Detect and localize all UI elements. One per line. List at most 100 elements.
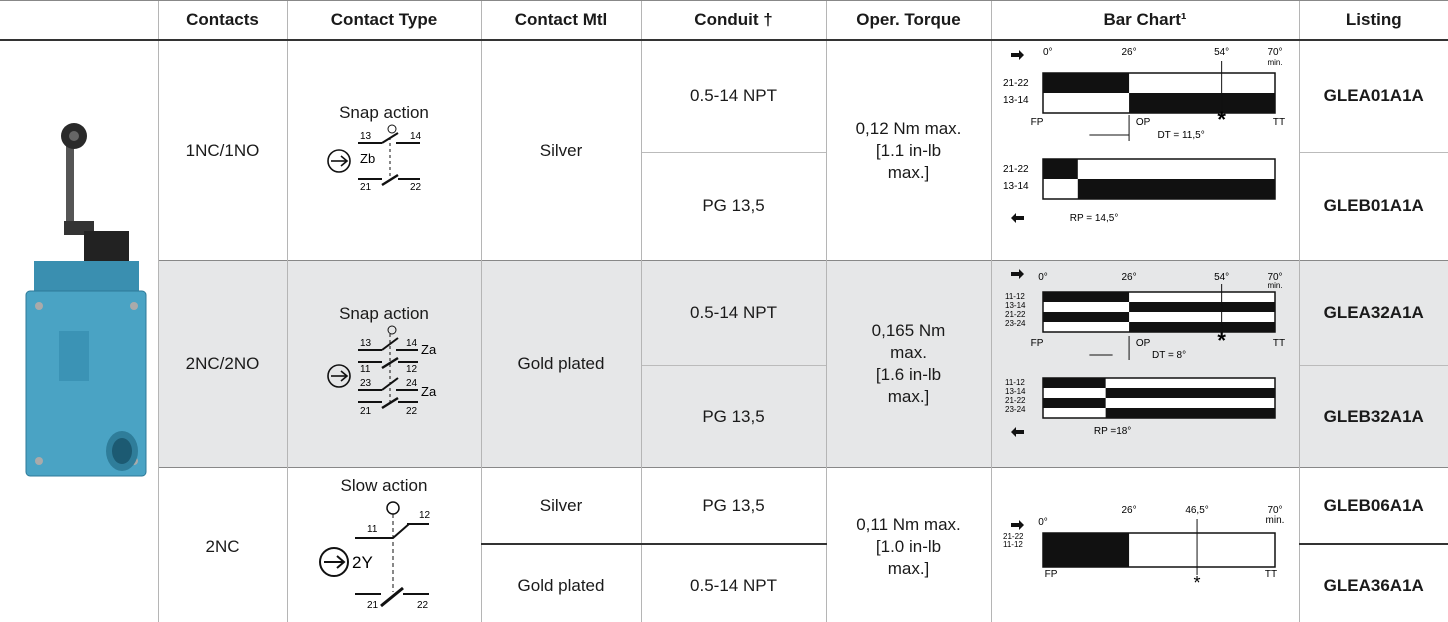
bar-segment — [1129, 321, 1275, 332]
row: 2NC Slow action 11 12 2Y 21 22 Silver PG… — [0, 467, 1448, 622]
angle-label: 26° — [1122, 47, 1137, 58]
point-label: TT — [1273, 117, 1285, 128]
contact-mtl-cell: Gold plated — [480, 259, 641, 468]
symbol-label: 12 — [406, 364, 418, 375]
symbol-label: 13 — [360, 131, 372, 142]
torque-cell: 0,11 Nm max. [1.0 in-lb max.] — [825, 467, 991, 622]
point-label: OP — [1136, 117, 1151, 128]
symbol-label: 21 — [360, 406, 372, 417]
star: * — [1217, 107, 1226, 132]
circuit-label: 13-14 — [1003, 181, 1029, 192]
symbol-label: Za — [421, 384, 437, 399]
angle-label: 70° — [1267, 505, 1282, 516]
bar-segment — [1129, 301, 1275, 312]
direction-arrow — [1011, 50, 1024, 60]
listing-cell: GLEB01A1A — [1298, 151, 1448, 261]
symbol-label: 11 — [360, 364, 371, 375]
conduit-cell: PG 13,5 — [640, 151, 826, 261]
circuit-label: 21-22 — [1003, 532, 1024, 541]
angle-label: 70° — [1267, 47, 1282, 58]
header-cell: Listing — [1298, 0, 1448, 41]
header-cell: Oper. Torque — [825, 0, 991, 41]
listing-cell: GLEA32A1A — [1298, 260, 1448, 366]
bar-segment — [1105, 387, 1275, 398]
torque-line: 0,165 Nm — [871, 321, 946, 341]
conduit-cell: 0.5-14 NPT — [640, 260, 826, 366]
symbol-label: 24 — [406, 378, 418, 389]
bar-chart-cell: 0° 26° 46,5° 70° min. 21-22 11-12 FP TT * — [990, 467, 1299, 622]
header-blank — [0, 0, 158, 41]
bar-segment — [1043, 397, 1106, 408]
direction-arrow — [1011, 426, 1024, 437]
direction-arrow — [1011, 519, 1024, 530]
angle-label: 54° — [1214, 47, 1229, 58]
circuit-label: 11-12 — [1003, 540, 1023, 549]
torque-line: 0,12 Nm max. — [855, 118, 962, 138]
angle-label: min. — [1267, 58, 1282, 67]
header-cell: Contact Type — [286, 0, 481, 41]
point-label: FP — [1045, 569, 1058, 580]
header-cell: Contact Mtl — [480, 0, 641, 41]
symbol-label: 12 — [419, 510, 431, 521]
angle-label: 26° — [1122, 505, 1137, 516]
torque-line: max.] — [887, 162, 930, 182]
listing-cell: GLEB06A1A — [1298, 467, 1448, 544]
point-label: OP — [1136, 338, 1151, 349]
angle-label: 0° — [1038, 517, 1048, 528]
torque-line: [1.0 in-lb — [875, 537, 942, 557]
torque-line: [1.1 in-lb — [875, 140, 942, 160]
conduit-cell: 0.5-14 NPT — [640, 543, 826, 622]
torque-line: max. — [890, 343, 927, 363]
star: * — [1217, 328, 1226, 353]
symbol-label: 21 — [367, 600, 379, 611]
row: Gold plated 0.5-14 NPT GLEA36A1A — [0, 543, 1448, 622]
bar-chart-cell: 0° 26° 54° 70° min. 21-22 13-14 FP OP TT * DT = 11,… — [990, 39, 1299, 261]
angle-label: 54° — [1214, 272, 1229, 283]
row: PG 13,5 GLEB32A1A — [0, 364, 1448, 468]
point-label: TT — [1265, 569, 1277, 580]
circuit-label: 23-24 — [1005, 319, 1026, 328]
listing-cell: GLEB32A1A — [1298, 364, 1448, 468]
dt-label: DT = 8° — [1152, 350, 1186, 361]
torque-line: [1.6 in-lb — [875, 365, 942, 385]
contact-mtl-cell: Gold plated — [480, 543, 641, 622]
bar-segment — [1043, 159, 1078, 179]
rp-label: RP =18° — [1094, 426, 1131, 437]
symbol-label: 23 — [360, 378, 372, 389]
contacts-cell: 2NC — [157, 467, 287, 622]
bar-segment — [1077, 179, 1275, 199]
row: PG 13,5 GLEB01A1A — [0, 151, 1448, 261]
contact-type-cell: Snap action 13 14 Za 11 12 23 24 Za 21 2… — [286, 259, 481, 468]
header-cell: Contacts — [157, 0, 287, 41]
contact-type: Snap action — [339, 303, 429, 323]
listing-cell: GLEA36A1A — [1298, 543, 1448, 622]
contact-type-cell: Slow action 11 12 2Y 21 22 — [286, 467, 481, 622]
bar-segment — [1043, 291, 1130, 302]
symbol-label: 2Y — [352, 553, 373, 572]
symbol-label: Za — [421, 342, 437, 357]
contacts-cell: 1NC/1NO — [157, 39, 287, 261]
angle-label: min. — [1266, 515, 1285, 526]
symbol-label: 14 — [410, 131, 422, 142]
symbol-label: 13 — [360, 338, 372, 349]
product-image — [25, 123, 147, 477]
contact-symbol: 11 12 2Y 21 22 — [319, 500, 431, 611]
torque-cell: 0,12 Nm max. [1.1 in-lb max.] — [825, 39, 991, 261]
symbol-label: 22 — [406, 406, 418, 417]
circuit-label: 13-14 — [1005, 387, 1026, 396]
circuit-label: 23-24 — [1005, 405, 1026, 414]
contact-symbol: 13 14 Za 11 12 23 24 Za 21 22 — [327, 325, 437, 417]
bar-segment — [1105, 407, 1275, 418]
angle-label: min. — [1267, 281, 1282, 290]
symbol-label: Zb — [360, 151, 375, 166]
circuit-label: 13-14 — [1005, 301, 1026, 310]
torque-line: 0,11 Nm max. — [856, 515, 961, 535]
header-cell: Conduit † — [640, 0, 826, 41]
product-image-cell — [0, 40, 158, 622]
circuit-label: 21-22 — [1005, 310, 1026, 319]
